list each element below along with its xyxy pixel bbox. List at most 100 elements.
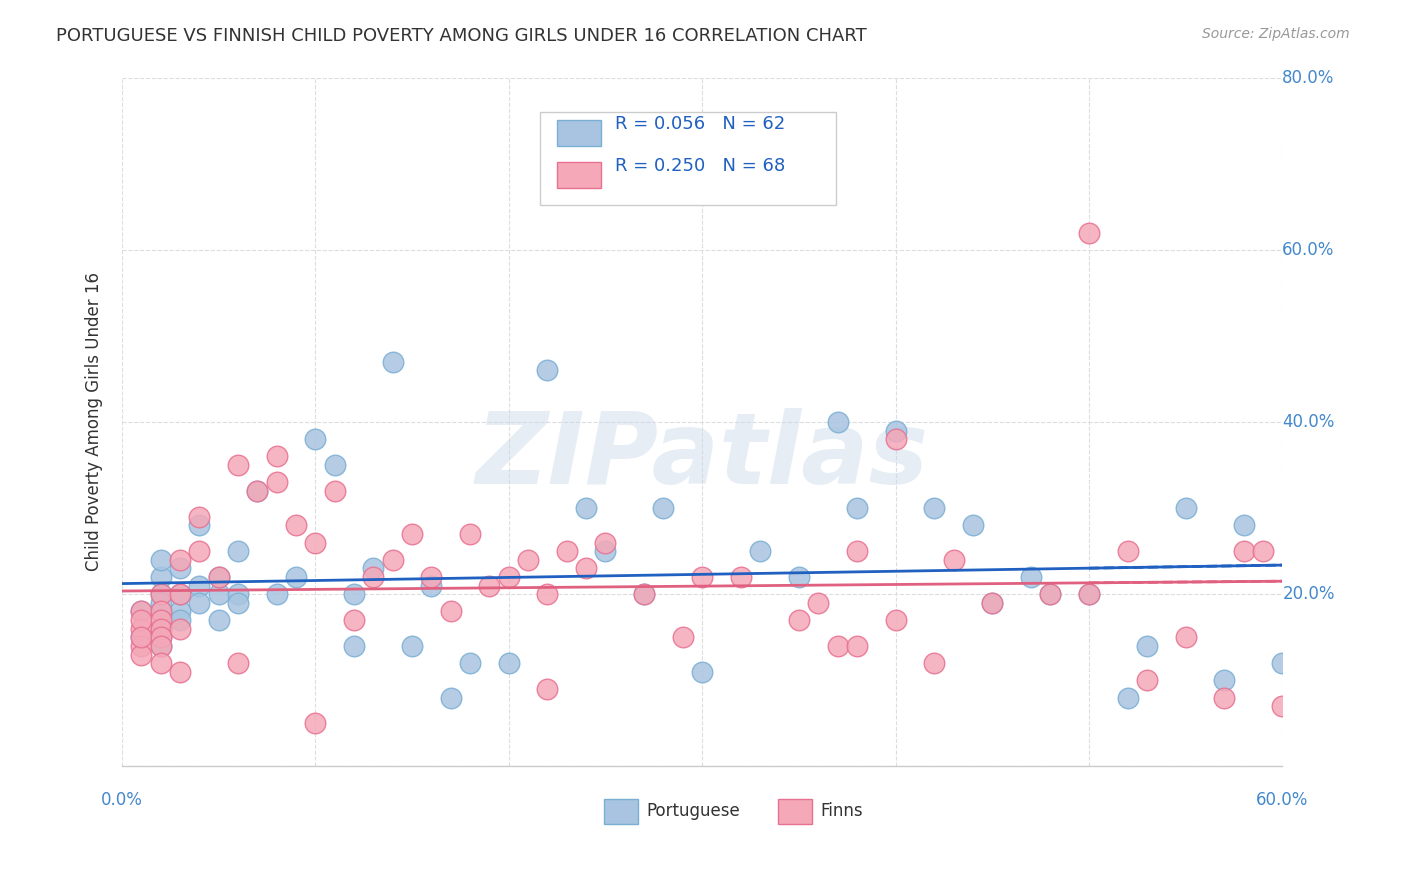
Point	[690, 570, 713, 584]
Point	[1271, 699, 1294, 714]
Point	[672, 630, 695, 644]
Point	[1213, 673, 1236, 688]
Point	[149, 613, 172, 627]
Text: PORTUGUESE VS FINNISH CHILD POVERTY AMONG GIRLS UNDER 16 CORRELATION CHART: PORTUGUESE VS FINNISH CHILD POVERTY AMON…	[56, 27, 868, 45]
Point	[595, 535, 617, 549]
Point	[420, 570, 443, 584]
Point	[575, 501, 598, 516]
Point	[226, 458, 249, 472]
Point	[1174, 501, 1197, 516]
Point	[266, 475, 288, 490]
Point	[827, 639, 849, 653]
Point	[401, 527, 423, 541]
Point	[363, 570, 385, 584]
Point	[188, 509, 211, 524]
FancyBboxPatch shape	[540, 112, 835, 205]
Point	[149, 656, 172, 670]
Point	[440, 604, 463, 618]
Point	[595, 544, 617, 558]
FancyBboxPatch shape	[778, 799, 813, 823]
Point	[1213, 690, 1236, 705]
Point	[149, 553, 172, 567]
Point	[149, 604, 172, 618]
FancyBboxPatch shape	[557, 120, 602, 146]
Point	[285, 570, 308, 584]
Point	[266, 450, 288, 464]
Point	[169, 587, 191, 601]
Point	[536, 363, 558, 377]
Point	[458, 656, 481, 670]
Point	[323, 483, 346, 498]
Point	[1116, 690, 1139, 705]
Point	[962, 518, 984, 533]
Point	[536, 587, 558, 601]
Point	[981, 596, 1004, 610]
Point	[169, 613, 191, 627]
Text: R = 0.056   N = 62: R = 0.056 N = 62	[616, 115, 786, 134]
Point	[343, 639, 366, 653]
Point	[845, 639, 868, 653]
Point	[149, 622, 172, 636]
Point	[285, 518, 308, 533]
Point	[131, 648, 153, 662]
Point	[787, 613, 810, 627]
Point	[208, 570, 231, 584]
Point	[555, 544, 578, 558]
Point	[266, 587, 288, 601]
Point	[149, 613, 172, 627]
Point	[149, 622, 172, 636]
Point	[343, 613, 366, 627]
Point	[884, 424, 907, 438]
Text: 60.0%: 60.0%	[1256, 791, 1309, 809]
Point	[246, 483, 269, 498]
Text: R = 0.250   N = 68: R = 0.250 N = 68	[616, 157, 786, 175]
Point	[343, 587, 366, 601]
Point	[517, 553, 540, 567]
Point	[363, 561, 385, 575]
Point	[149, 622, 172, 636]
Point	[169, 665, 191, 679]
Point	[149, 587, 172, 601]
Point	[131, 604, 153, 618]
Point	[226, 656, 249, 670]
Point	[922, 656, 945, 670]
Point	[149, 587, 172, 601]
Point	[149, 639, 172, 653]
Point	[1271, 656, 1294, 670]
Point	[749, 544, 772, 558]
Text: 20.0%: 20.0%	[1282, 585, 1334, 603]
Point	[208, 587, 231, 601]
Point	[208, 570, 231, 584]
Text: Finns: Finns	[821, 802, 863, 821]
Point	[131, 613, 153, 627]
Point	[1232, 518, 1254, 533]
Point	[730, 570, 752, 584]
Point	[226, 596, 249, 610]
Text: Source: ZipAtlas.com: Source: ZipAtlas.com	[1202, 27, 1350, 41]
Point	[420, 579, 443, 593]
Point	[1116, 544, 1139, 558]
Point	[633, 587, 655, 601]
Point	[323, 458, 346, 472]
Point	[1174, 630, 1197, 644]
Point	[188, 596, 211, 610]
Text: ZIPatlas: ZIPatlas	[475, 408, 929, 505]
Point	[652, 501, 675, 516]
Point	[131, 622, 153, 636]
Text: 40.0%: 40.0%	[1282, 413, 1334, 431]
Point	[226, 587, 249, 601]
Point	[498, 656, 520, 670]
Point	[1077, 226, 1099, 240]
Point	[1232, 544, 1254, 558]
Point	[304, 432, 326, 446]
Point	[149, 639, 172, 653]
Text: 60.0%: 60.0%	[1282, 241, 1334, 259]
Point	[1077, 587, 1099, 601]
FancyBboxPatch shape	[603, 799, 638, 823]
Point	[633, 587, 655, 601]
Point	[149, 570, 172, 584]
Point	[458, 527, 481, 541]
Point	[131, 630, 153, 644]
Point	[131, 639, 153, 653]
Point	[1136, 639, 1159, 653]
